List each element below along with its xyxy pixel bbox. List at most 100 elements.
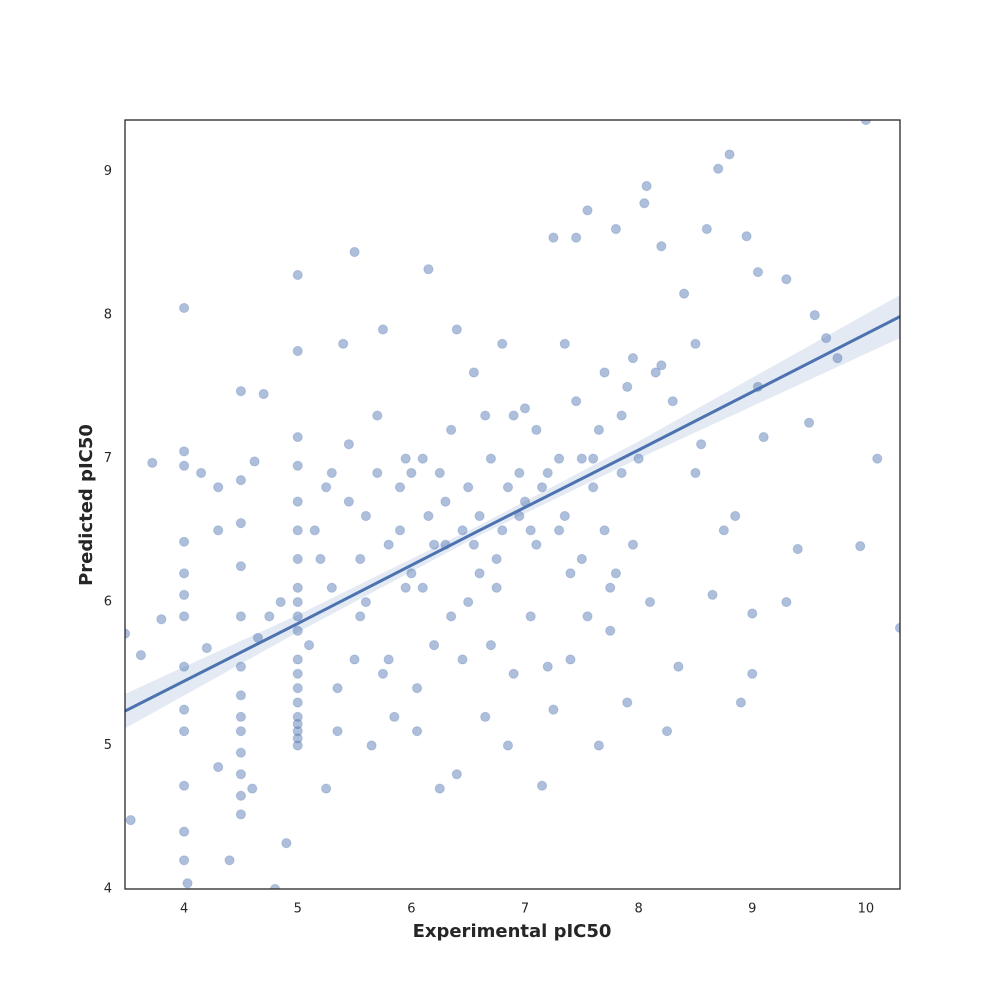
data-point (434, 783, 445, 794)
data-point (235, 386, 247, 397)
data-point (468, 539, 479, 550)
y-tick-label: 6 (104, 595, 112, 610)
data-point (497, 525, 508, 536)
data-point (718, 525, 729, 536)
data-point (182, 878, 193, 889)
data-point (178, 536, 190, 547)
data-point (690, 338, 701, 349)
data-point (548, 704, 559, 715)
data-point (235, 769, 247, 780)
data-point (525, 611, 536, 622)
data-point (730, 510, 741, 522)
data-point (593, 740, 604, 751)
data-point (428, 539, 440, 550)
data-point (125, 815, 136, 826)
data-point (502, 740, 514, 751)
data-point (667, 396, 678, 407)
data-point (332, 683, 343, 694)
data-point (741, 231, 752, 242)
data-point (641, 180, 652, 192)
data-point (349, 654, 360, 665)
data-point (235, 661, 247, 672)
data-point (338, 338, 349, 349)
data-point (178, 446, 190, 457)
data-point (542, 661, 553, 672)
x-tick-label: 8 (634, 902, 642, 917)
data-point (525, 525, 536, 536)
data-point (582, 205, 593, 216)
data-point (678, 288, 690, 299)
data-point (147, 457, 158, 468)
data-point (321, 783, 332, 794)
data-point (315, 553, 326, 565)
data-point (292, 683, 303, 694)
data-point (747, 608, 758, 619)
data-point (377, 668, 389, 679)
data-point (292, 525, 303, 536)
data-point (457, 654, 468, 665)
data-point (178, 826, 190, 837)
data-point (588, 453, 599, 464)
data-point (531, 424, 542, 435)
data-point (559, 510, 570, 522)
data-point (622, 381, 633, 392)
data-point (616, 467, 627, 479)
data-point (303, 640, 315, 651)
data-point (434, 467, 445, 479)
data-point (355, 553, 366, 565)
data-point (463, 596, 474, 608)
data-point (553, 453, 565, 464)
data-point (855, 541, 866, 552)
data-point (292, 668, 303, 679)
data-point (275, 596, 286, 608)
data-point (309, 525, 320, 536)
data-point (349, 246, 360, 258)
data-point (417, 582, 428, 593)
data-point (178, 726, 190, 737)
data-point (235, 790, 247, 801)
data-point (423, 510, 434, 522)
data-point (548, 232, 559, 243)
data-point (588, 482, 599, 493)
data-point (326, 467, 337, 479)
data-point (605, 625, 616, 636)
data-point (389, 711, 400, 722)
data-point (673, 661, 684, 672)
data-point (400, 582, 411, 593)
data-point (178, 302, 190, 314)
y-tick-label: 7 (104, 451, 112, 466)
x-tick-label: 5 (294, 902, 302, 917)
data-point (565, 654, 576, 665)
data-point (809, 310, 820, 321)
data-point (292, 553, 303, 565)
confidence-band (125, 295, 900, 729)
data-point (383, 654, 394, 665)
data-point (690, 467, 701, 479)
data-point (480, 410, 491, 421)
data-point (781, 596, 792, 608)
data-point (627, 353, 639, 364)
data-point (792, 543, 803, 555)
data-point (292, 733, 303, 744)
data-point (247, 783, 258, 794)
data-point (178, 589, 190, 600)
y-axis-label: Predicted pIC50 (76, 424, 97, 586)
data-point (258, 388, 269, 400)
data-point (661, 726, 673, 737)
plot-area (125, 120, 900, 889)
data-point (292, 582, 303, 593)
data-point (292, 611, 303, 622)
data-point (610, 223, 622, 235)
data-point (605, 582, 616, 593)
data-point (701, 223, 712, 235)
data-point (292, 460, 303, 471)
data-point (178, 611, 190, 622)
data-point (383, 539, 394, 550)
data-point (400, 453, 411, 464)
data-point (372, 410, 383, 421)
data-point (213, 482, 224, 493)
data-point (872, 453, 883, 464)
data-point (292, 345, 303, 357)
data-point (622, 697, 633, 708)
data-point (135, 650, 147, 661)
